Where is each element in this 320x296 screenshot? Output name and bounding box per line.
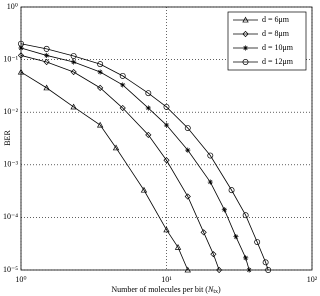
marker [119, 72, 126, 79]
x-label-subscript: tx [213, 289, 218, 295]
marker [71, 59, 77, 65]
series-line [20, 55, 220, 271]
marker [184, 193, 191, 200]
y-tick-label: 10⁻³ [3, 160, 18, 169]
legend-label: d = 10μm [262, 43, 294, 52]
marker [246, 267, 252, 273]
marker [145, 90, 152, 97]
x-tick-label: 10² [307, 275, 317, 284]
marker [43, 45, 50, 52]
marker [70, 68, 77, 76]
marker [254, 239, 261, 245]
legend-label: d = 8μm [262, 29, 290, 38]
marker [184, 125, 191, 131]
marker [221, 207, 227, 213]
marker [207, 152, 214, 159]
marker [228, 187, 235, 194]
marker [18, 40, 24, 47]
marker [17, 68, 25, 75]
marker [163, 103, 170, 110]
x-tick-label: 10¹ [161, 275, 172, 284]
y-tick-label: 10⁻⁴ [3, 212, 18, 221]
marker [242, 59, 249, 65]
marker [207, 179, 213, 185]
marker [120, 82, 126, 88]
marker [43, 58, 50, 66]
series-line [20, 71, 189, 271]
marker [112, 144, 120, 151]
marker [242, 16, 249, 23]
marker [210, 251, 217, 258]
marker [97, 84, 104, 91]
marker [70, 103, 77, 110]
plot-frame [20, 6, 313, 271]
marker [200, 229, 207, 236]
legend-box [227, 11, 307, 71]
marker [97, 69, 103, 75]
marker [163, 226, 170, 233]
marker [233, 234, 239, 240]
x-axis-label: Number of molecules per bit (Ntx) [111, 285, 221, 296]
marker [17, 52, 25, 59]
legend-label: d = 6μm [262, 15, 290, 24]
x-label-close: ) [218, 285, 221, 294]
marker [265, 267, 272, 273]
y-tick-label: 10⁻¹ [3, 54, 18, 63]
x-label-text: Number of molecules per bit ( [111, 285, 208, 294]
marker [184, 266, 191, 273]
marker [242, 45, 249, 51]
y-tick-label: 10⁻⁵ [3, 265, 18, 274]
marker [243, 255, 249, 261]
y-axis-label: BER [3, 130, 12, 146]
marker [242, 30, 249, 38]
marker [242, 212, 249, 219]
marker [44, 52, 50, 59]
series-line [20, 47, 250, 271]
marker [18, 45, 24, 51]
marker [163, 122, 170, 128]
marker [119, 104, 126, 112]
y-tick-label: 10⁰ [7, 2, 18, 11]
marker [174, 243, 182, 250]
marker [262, 259, 269, 266]
marker [70, 53, 77, 59]
marker [216, 266, 223, 274]
series-line [20, 43, 269, 271]
marker [185, 147, 191, 153]
marker [163, 157, 170, 164]
marker [43, 84, 50, 91]
x-label-symbol: N [207, 285, 214, 294]
marker [96, 121, 104, 128]
y-tick-label: 10⁻² [3, 107, 18, 116]
marker [97, 61, 104, 68]
legend-label: d = 12μm [262, 57, 294, 66]
marker [140, 186, 148, 193]
x-tick-label: 10⁰ [15, 275, 26, 284]
marker [145, 131, 152, 139]
marker [145, 105, 151, 111]
